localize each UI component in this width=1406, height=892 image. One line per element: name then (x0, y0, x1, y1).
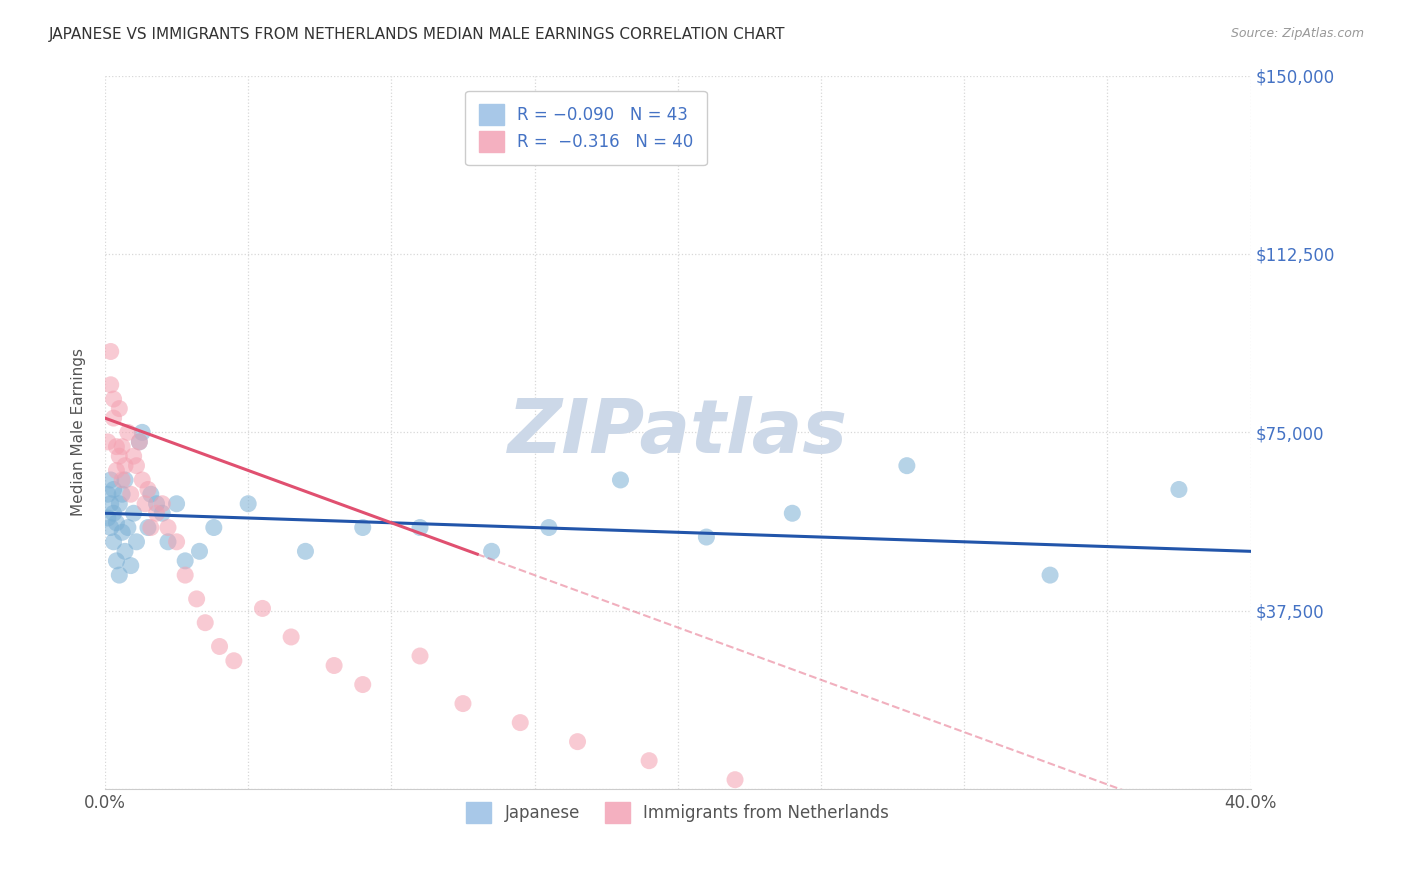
Point (139, 487, 162, 501)
Point (567, 734, 589, 748)
Point (252, 601, 274, 615)
Point (111, 473, 134, 487)
Text: JAPANESE VS IMMIGRANTS FROM NETHERLANDS MEDIAN MALE EARNINGS CORRELATION CHART: JAPANESE VS IMMIGRANTS FROM NETHERLANDS … (49, 27, 786, 42)
Point (97, 487, 120, 501)
Point (100, 344, 122, 359)
Point (117, 520, 139, 534)
Point (537, 520, 560, 534)
Point (294, 544, 316, 558)
Point (125, 534, 148, 549)
Point (280, 630, 302, 644)
Point (103, 483, 125, 497)
Point (125, 458, 148, 473)
Point (638, 754, 661, 768)
Point (100, 377, 122, 392)
Y-axis label: Median Male Earnings: Median Male Earnings (72, 349, 86, 516)
Point (97, 511, 120, 525)
Point (409, 520, 432, 534)
Point (103, 392, 125, 406)
Point (103, 534, 125, 549)
Point (128, 434, 150, 449)
Point (208, 640, 231, 654)
Point (186, 591, 208, 606)
Point (108, 497, 131, 511)
Point (136, 520, 159, 534)
Point (120, 558, 142, 573)
Point (174, 568, 197, 582)
Point (111, 487, 134, 501)
Point (105, 440, 128, 454)
Point (352, 677, 374, 691)
Point (481, 544, 503, 558)
Point (145, 497, 167, 511)
Point (509, 715, 531, 730)
Point (105, 516, 128, 530)
Point (108, 449, 131, 463)
Point (108, 568, 131, 582)
Point (114, 473, 136, 487)
Point (136, 483, 159, 497)
Text: Source: ZipAtlas.com: Source: ZipAtlas.com (1230, 27, 1364, 40)
Point (609, 473, 631, 487)
Point (108, 401, 131, 416)
Point (117, 425, 139, 440)
Point (105, 554, 128, 568)
Point (238, 497, 260, 511)
Point (323, 658, 346, 673)
Point (128, 434, 150, 449)
Point (114, 458, 136, 473)
Point (194, 615, 217, 630)
Point (103, 506, 125, 520)
Point (97, 434, 120, 449)
Point (100, 473, 122, 487)
Point (105, 463, 128, 477)
Legend: Japanese, Immigrants from Netherlands: Japanese, Immigrants from Netherlands (454, 790, 901, 834)
Point (202, 520, 225, 534)
Point (352, 520, 374, 534)
Point (139, 520, 162, 534)
Point (131, 425, 153, 440)
Point (156, 534, 179, 549)
Point (188, 544, 211, 558)
Point (103, 411, 125, 425)
Point (166, 497, 188, 511)
Point (150, 497, 173, 511)
Point (120, 487, 142, 501)
Point (150, 506, 173, 520)
Point (111, 440, 134, 454)
Point (100, 520, 122, 534)
Point (174, 554, 197, 568)
Point (451, 697, 474, 711)
Point (131, 473, 153, 487)
Point (122, 506, 145, 520)
Point (782, 506, 804, 520)
Point (145, 506, 167, 520)
Point (100, 497, 122, 511)
Point (1167, 483, 1189, 497)
Point (896, 458, 918, 473)
Point (156, 520, 179, 534)
Point (1039, 568, 1062, 582)
Point (134, 497, 156, 511)
Text: ZIPatlas: ZIPatlas (508, 396, 848, 469)
Point (724, 772, 747, 787)
Point (166, 534, 188, 549)
Point (122, 449, 145, 463)
Point (409, 648, 432, 663)
Point (222, 654, 245, 668)
Point (111, 525, 134, 540)
Point (695, 530, 717, 544)
Point (114, 544, 136, 558)
